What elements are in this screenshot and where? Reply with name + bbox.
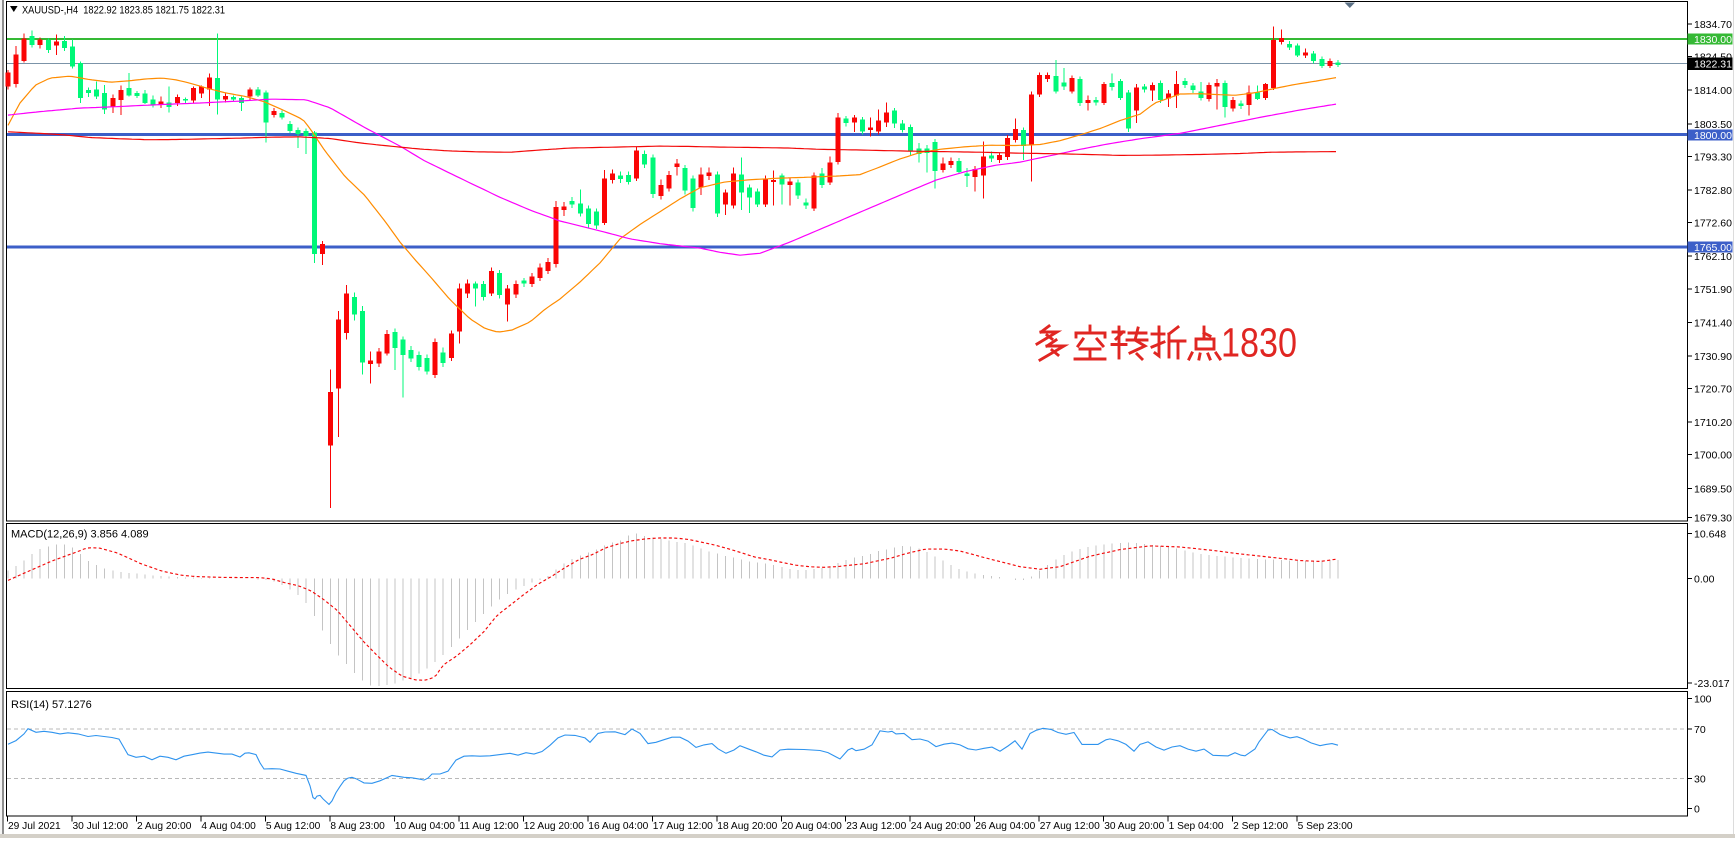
svg-text:1710.20: 1710.20 — [1694, 417, 1732, 429]
svg-text:1834.70: 1834.70 — [1694, 19, 1732, 31]
svg-text:17 Aug 12:00: 17 Aug 12:00 — [653, 821, 713, 832]
svg-text:1 Sep 04:00: 1 Sep 04:00 — [1169, 821, 1224, 832]
svg-text:1741.40: 1741.40 — [1694, 317, 1732, 329]
svg-text:10 Aug 04:00: 10 Aug 04:00 — [395, 821, 455, 832]
svg-text:100: 100 — [1694, 694, 1712, 706]
svg-text:1700.00: 1700.00 — [1694, 450, 1732, 462]
svg-text:XAUUSD-,H4 1822.92 1823.85 18: XAUUSD-,H4 1822.92 1823.85 1821.75 1822.… — [22, 5, 225, 17]
svg-text:12 Aug 20:00: 12 Aug 20:00 — [524, 821, 584, 832]
svg-text:MACD(12,26,9) 3.856 4.089: MACD(12,26,9) 3.856 4.089 — [11, 529, 149, 541]
svg-text:10.648: 10.648 — [1694, 529, 1726, 541]
svg-text:1720.70: 1720.70 — [1694, 384, 1732, 396]
svg-text:20 Aug 04:00: 20 Aug 04:00 — [782, 821, 842, 832]
svg-text:1679.30: 1679.30 — [1694, 513, 1732, 525]
svg-text:23 Aug 12:00: 23 Aug 12:00 — [846, 821, 906, 832]
svg-text:1689.50: 1689.50 — [1694, 483, 1732, 495]
svg-text:18 Aug 20:00: 18 Aug 20:00 — [717, 821, 777, 832]
svg-text:1772.60: 1772.60 — [1694, 218, 1732, 230]
svg-text:1751.90: 1751.90 — [1694, 284, 1732, 296]
svg-text:8 Aug 23:00: 8 Aug 23:00 — [330, 821, 385, 832]
svg-text:1800.00: 1800.00 — [1694, 130, 1732, 142]
svg-text:1830: 1830 — [1221, 320, 1297, 366]
svg-text:1822.31: 1822.31 — [1694, 59, 1732, 71]
svg-text:30 Jul 12:00: 30 Jul 12:00 — [73, 821, 129, 832]
svg-text:70: 70 — [1694, 724, 1706, 736]
svg-text:5 Sep 23:00: 5 Sep 23:00 — [1298, 821, 1353, 832]
svg-text:1782.80: 1782.80 — [1694, 185, 1732, 197]
svg-text:1730.90: 1730.90 — [1694, 351, 1732, 363]
svg-text:24 Aug 20:00: 24 Aug 20:00 — [911, 821, 971, 832]
svg-text:1814.00: 1814.00 — [1694, 85, 1732, 97]
svg-text:1762.10: 1762.10 — [1694, 251, 1732, 263]
svg-text:0.00: 0.00 — [1694, 574, 1715, 586]
svg-text:2 Aug 20:00: 2 Aug 20:00 — [137, 821, 192, 832]
svg-text:30: 30 — [1694, 774, 1706, 786]
svg-text:RSI(14) 57.1276: RSI(14) 57.1276 — [11, 699, 92, 711]
svg-text:2 Sep 12:00: 2 Sep 12:00 — [1233, 821, 1288, 832]
svg-text:1830.00: 1830.00 — [1694, 34, 1732, 46]
svg-text:1793.30: 1793.30 — [1694, 151, 1732, 163]
svg-text:30 Aug 20:00: 30 Aug 20:00 — [1104, 821, 1164, 832]
svg-text:1803.50: 1803.50 — [1694, 119, 1732, 131]
svg-text:4 Aug 04:00: 4 Aug 04:00 — [201, 821, 256, 832]
svg-text:26 Aug 04:00: 26 Aug 04:00 — [975, 821, 1035, 832]
svg-text:-23.017: -23.017 — [1694, 678, 1730, 690]
svg-text:29 Jul 2021: 29 Jul 2021 — [8, 821, 61, 832]
svg-text:1765.00: 1765.00 — [1694, 242, 1732, 254]
svg-text:5 Aug 12:00: 5 Aug 12:00 — [266, 821, 321, 832]
svg-text:16 Aug 04:00: 16 Aug 04:00 — [588, 821, 648, 832]
svg-text:0: 0 — [1694, 804, 1700, 816]
svg-text:27 Aug 12:00: 27 Aug 12:00 — [1040, 821, 1100, 832]
svg-text:11 Aug 12:00: 11 Aug 12:00 — [459, 821, 519, 832]
